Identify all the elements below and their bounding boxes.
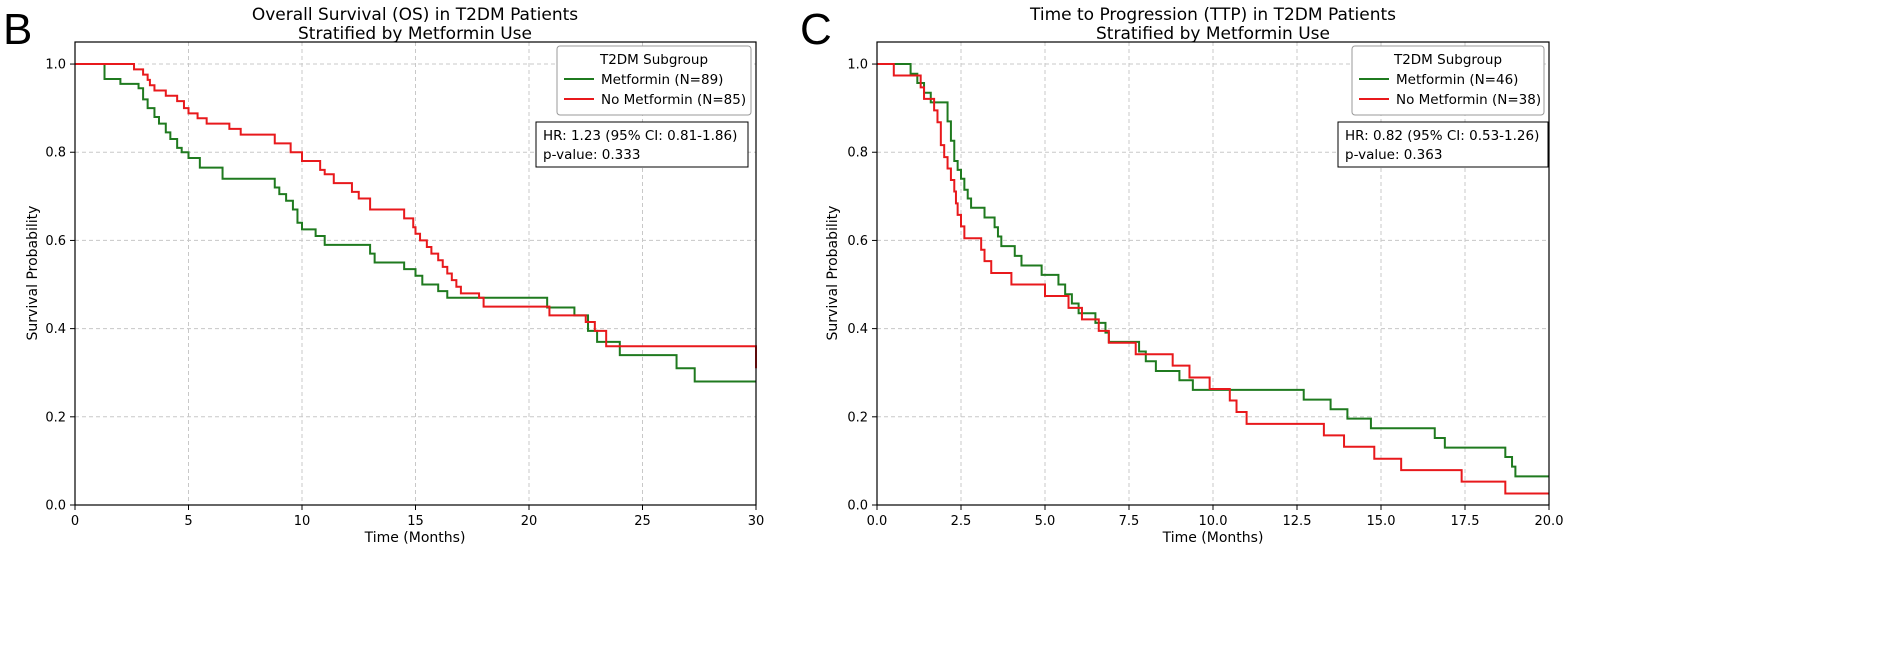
stats-box [535, 121, 749, 168]
y-tick-label: 0.2 [45, 410, 66, 425]
hazard-ratio-annotation: HR: 0.82 (95% CI: 0.53-1.26) p-value: 0.… [1337, 121, 1549, 168]
legend-title: T2DM Subgroup [1393, 52, 1502, 68]
x-tick-label: 0.0 [867, 514, 888, 529]
x-tick-label: 25 [634, 514, 651, 529]
p-value-text: p-value: 0.333 [543, 147, 640, 163]
y-tick-label: 0.2 [847, 410, 868, 425]
x-axis-label: Time (Months) [364, 530, 466, 546]
hazard-ratio-text: HR: 0.82 (95% CI: 0.53-1.26) [1345, 128, 1539, 144]
axis-ticks: 0.0 2.5 5.0 7.5 10.0 12.5 15.0 17.5 20.0 0.0 0.2 0.… [847, 58, 1563, 529]
legend-box [556, 45, 752, 116]
legend: T2DM Subgroup Metformin (N=46) No Metfor… [1351, 45, 1545, 116]
y-tick-label: 0.8 [45, 146, 66, 161]
x-axis-label: Time (Months) [1162, 530, 1264, 546]
panel-letter-b: B [3, 5, 32, 54]
x-tick-label: 20 [521, 514, 538, 529]
x-tick-label: 5 [184, 514, 192, 529]
p-value-text: p-value: 0.363 [1345, 147, 1442, 163]
x-tick-label: 2.5 [951, 514, 972, 529]
x-tick-label: 15 [407, 514, 424, 529]
panel-letter-c: C [800, 5, 832, 54]
y-axis-label: Survival Probability [825, 206, 841, 341]
stats-box [1337, 121, 1549, 168]
y-tick-label: 0.0 [45, 499, 66, 514]
y-tick-label: 1.0 [847, 58, 868, 73]
grid-lines [75, 42, 756, 505]
hazard-ratio-annotation: HR: 1.23 (95% CI: 0.81-1.86) p-value: 0.… [535, 121, 749, 168]
panel-c-chart: C Time to Progression (TTP) in T2DM Pati… [800, 5, 1563, 546]
series-line-no-metformin [877, 63, 1549, 495]
series-line-metformin [877, 63, 1549, 478]
x-tick-label: 15.0 [1367, 514, 1396, 529]
axis-ticks: 0 5 10 15 20 25 30 0.0 0.2 0.4 0.6 0.8 1.0 [45, 58, 764, 529]
x-tick-label: 30 [748, 514, 765, 529]
hazard-ratio-text: HR: 1.23 (95% CI: 0.81-1.86) [543, 128, 737, 144]
y-axis-label: Survival Probability [25, 206, 41, 341]
y-tick-label: 0.4 [45, 322, 66, 337]
legend-title: T2DM Subgroup [599, 52, 708, 68]
legend: T2DM Subgroup Metformin (N=89) No Metfor… [556, 45, 752, 116]
y-tick-label: 0.6 [847, 234, 868, 249]
x-tick-label: 12.5 [1283, 514, 1312, 529]
legend-item-no-metformin: No Metformin (N=85) [601, 92, 746, 108]
x-tick-label: 20.0 [1535, 514, 1564, 529]
x-tick-label: 10 [294, 514, 311, 529]
x-tick-label: 7.5 [1119, 514, 1140, 529]
chart-title-line2: Stratified by Metformin Use [298, 24, 532, 44]
y-tick-label: 0.4 [847, 322, 868, 337]
legend-item-no-metformin: No Metformin (N=38) [1396, 92, 1541, 108]
y-tick-label: 0.6 [45, 234, 66, 249]
x-tick-label: 17.5 [1451, 514, 1480, 529]
x-tick-label: 5.0 [1035, 514, 1056, 529]
legend-item-metformin: Metformin (N=89) [601, 72, 723, 88]
y-tick-label: 0.0 [847, 499, 868, 514]
panel-b-chart: B Overall Survival (OS) in T2DM Patients… [3, 5, 764, 546]
survival-curves [877, 63, 1549, 495]
survival-curves [75, 63, 757, 383]
chart-title-line2: Stratified by Metformin Use [1096, 24, 1330, 44]
x-tick-label: 0 [71, 514, 79, 529]
legend-item-metformin: Metformin (N=46) [1396, 72, 1518, 88]
series-line-metformin [75, 63, 756, 383]
chart-title-line1: Overall Survival (OS) in T2DM Patients [252, 5, 578, 25]
y-tick-label: 0.8 [847, 146, 868, 161]
series-line-no-metformin [75, 63, 757, 369]
chart-title-line1: Time to Progression (TTP) in T2DM Patien… [1029, 5, 1396, 25]
y-tick-label: 1.0 [45, 58, 66, 73]
legend-box [1351, 45, 1545, 116]
x-tick-label: 10.0 [1199, 514, 1228, 529]
